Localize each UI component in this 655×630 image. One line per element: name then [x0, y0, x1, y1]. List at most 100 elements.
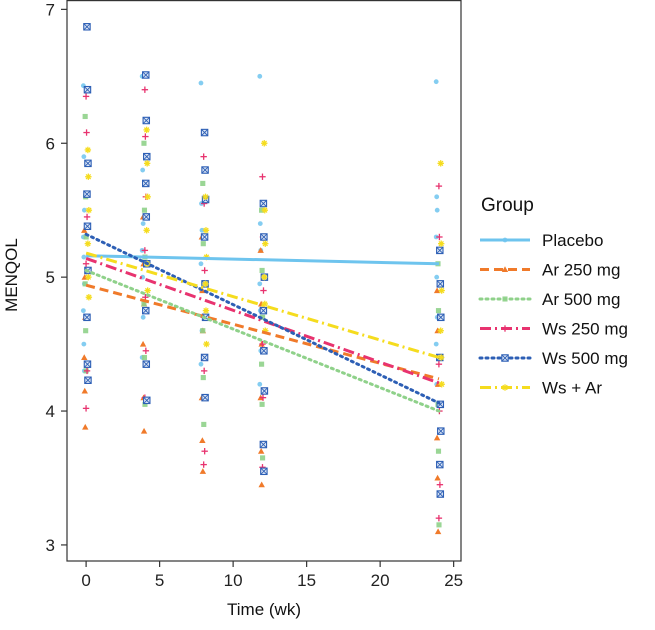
data-point — [83, 213, 91, 221]
data-point — [259, 440, 268, 449]
y-tick-label: 3 — [46, 536, 55, 555]
data-point — [259, 361, 265, 367]
data-point — [81, 354, 88, 361]
data-point — [83, 85, 92, 94]
data-point — [81, 254, 87, 260]
data-point-d2 — [437, 427, 445, 435]
y-tick-label: 5 — [46, 268, 55, 287]
data-point-d2 — [201, 353, 209, 362]
legend-label: Ws 250 mg — [542, 320, 628, 339]
data-point — [258, 481, 265, 488]
data-point — [260, 455, 266, 461]
data-point — [201, 166, 209, 174]
data-point — [433, 287, 441, 294]
data-point — [201, 448, 208, 455]
data-point — [141, 354, 148, 361]
legend-item: Placebo — [480, 231, 603, 250]
data-point-ray — [202, 194, 209, 200]
legend-item: Ws 500 mg — [478, 349, 628, 368]
trend-line — [85, 283, 440, 381]
data-point — [84, 240, 92, 247]
legend-marker-d2 — [501, 354, 509, 362]
data-point — [202, 227, 210, 234]
data-point — [82, 281, 88, 287]
data-point — [83, 23, 91, 31]
data-point — [84, 376, 92, 384]
data-point — [435, 182, 443, 190]
data-point — [261, 207, 268, 214]
legend-item: Ws + Ar — [480, 379, 602, 398]
data-point-ray — [86, 207, 92, 213]
data-point-d2 — [260, 467, 268, 475]
data-point-d2 — [436, 461, 444, 469]
data-point — [142, 360, 151, 368]
legend-title: Group — [481, 195, 534, 216]
data-point — [436, 522, 442, 528]
data-point — [259, 173, 266, 180]
data-point — [434, 528, 442, 535]
data-point — [83, 129, 90, 136]
data-point — [259, 401, 265, 407]
data-point-ray — [143, 227, 150, 234]
data-point — [81, 341, 87, 347]
data-point — [143, 396, 151, 405]
data-point-ray — [85, 240, 91, 247]
data-point — [259, 199, 268, 208]
data-point — [437, 427, 445, 435]
data-point-d2 — [436, 490, 444, 498]
x-tick-label: 0 — [81, 571, 90, 590]
legend-item: Ar 250 mg — [480, 261, 620, 280]
data-point — [437, 240, 445, 247]
data-point-d2 — [142, 213, 150, 221]
data-point — [142, 179, 150, 188]
data-point — [200, 461, 207, 468]
data-point — [81, 207, 87, 213]
data-point — [142, 347, 150, 354]
y-tick-label: 6 — [46, 134, 55, 153]
data-point — [199, 468, 207, 474]
data-point — [259, 394, 267, 401]
trend-line — [86, 254, 439, 266]
data-point — [142, 401, 148, 407]
data-point — [436, 490, 445, 498]
data-point-ray — [262, 207, 268, 213]
data-point-d2 — [142, 116, 150, 125]
data-point — [257, 221, 263, 226]
data-point — [199, 227, 205, 233]
legend-label: Placebo — [542, 231, 603, 250]
data-point-d2 — [83, 360, 91, 368]
data-point — [140, 427, 148, 434]
legend-marker — [502, 296, 508, 302]
data-point — [202, 307, 210, 314]
data-point — [260, 347, 268, 355]
legend-marker-ray — [502, 384, 508, 391]
data-point — [83, 190, 91, 198]
data-point — [83, 367, 91, 375]
data-point — [259, 267, 265, 274]
data-point — [435, 360, 443, 368]
data-point-ray — [144, 287, 151, 294]
data-point — [202, 280, 209, 288]
legend-item: Ar 500 mg — [478, 290, 620, 309]
data-point — [83, 360, 92, 368]
data-point — [142, 306, 150, 315]
data-point — [261, 273, 268, 281]
data-point — [200, 180, 206, 186]
data-point-ray — [262, 240, 269, 247]
data-point — [259, 207, 265, 213]
data-point — [436, 280, 445, 288]
data-point — [433, 341, 439, 347]
data-point — [83, 328, 89, 334]
data-point-ray — [261, 274, 268, 280]
legend-marker — [502, 237, 508, 243]
y-axis-label: MENQOL — [2, 238, 21, 312]
data-point-d2 — [259, 307, 267, 315]
data-point — [200, 233, 209, 241]
data-point — [139, 340, 147, 347]
data-point — [200, 241, 206, 247]
data-point — [257, 73, 263, 79]
data-point — [201, 267, 208, 274]
data-point — [84, 159, 92, 168]
data-point — [434, 207, 440, 213]
